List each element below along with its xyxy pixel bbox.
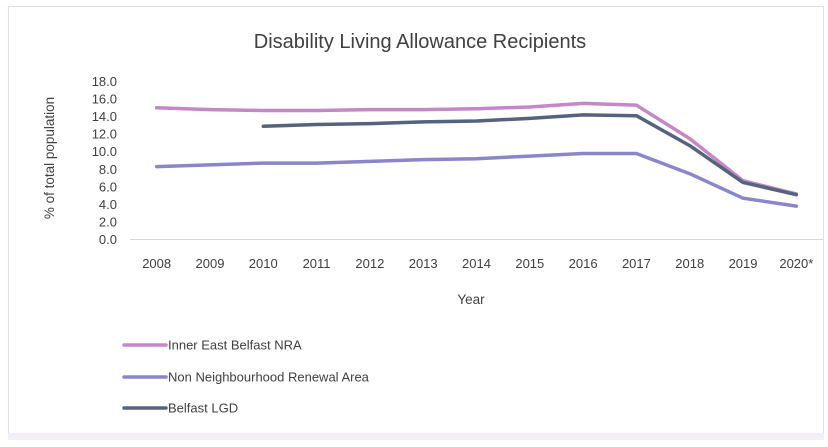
data-point — [261, 161, 265, 165]
data-point — [315, 108, 319, 112]
data-point — [315, 161, 319, 165]
data-point — [315, 123, 319, 127]
data-point — [261, 124, 265, 128]
y-tick-label: 4.0 — [99, 197, 117, 212]
data-point — [634, 103, 638, 107]
x-tick-label: 2019 — [729, 256, 758, 271]
y-tick-label: 18.0 — [92, 74, 117, 89]
x-tick-label: 2011 — [303, 256, 331, 271]
y-tick-label: 12.0 — [92, 127, 117, 142]
data-point — [741, 196, 745, 200]
chart-frame — [8, 6, 824, 440]
x-tick-label: 2009 — [196, 256, 225, 271]
data-point — [475, 157, 478, 161]
data-point — [155, 106, 159, 110]
legend-label: Non Neighbourhood Renewal Area — [168, 370, 370, 385]
data-point — [208, 108, 212, 112]
chart-title: Disability Living Allowance Recipients — [254, 31, 586, 53]
data-point — [634, 151, 638, 155]
data-point — [155, 165, 159, 169]
x-tick-label: 2014 — [462, 256, 491, 271]
data-point — [581, 113, 585, 117]
data-point — [528, 154, 532, 158]
data-point — [421, 158, 425, 162]
data-point — [688, 144, 692, 148]
x-tick-label: 2008 — [142, 256, 171, 271]
x-tick-label: 2010 — [249, 256, 278, 271]
x-tick-label: 2020* — [779, 256, 813, 271]
series-line-1 — [154, 151, 799, 208]
data-point — [688, 137, 692, 141]
x-tick-label: 2013 — [409, 256, 438, 271]
y-axis-ticks: 0.0 2.0 4.0 6.0 8.0 10.0 12.0 14.0 16.0 18.0 — [92, 74, 117, 247]
data-point — [475, 107, 478, 111]
data-point — [368, 159, 372, 163]
y-tick-label: 16.0 — [92, 92, 117, 107]
y-tick-label: 2.0 — [99, 214, 117, 229]
y-tick-label: 8.0 — [99, 162, 117, 177]
chart-frame-bottom-band — [8, 433, 824, 440]
data-point — [261, 108, 265, 112]
data-point — [421, 108, 425, 112]
data-point — [208, 163, 212, 167]
x-axis-title: Year — [457, 292, 485, 307]
legend-label: Inner East Belfast NRA — [168, 338, 302, 353]
data-point — [794, 204, 798, 208]
data-point — [368, 108, 372, 112]
y-axis-title: % of total population — [42, 97, 57, 219]
x-tick-label: 2012 — [355, 256, 384, 271]
y-tick-label: 0.0 — [99, 232, 117, 247]
y-tick-label: 6.0 — [99, 179, 117, 194]
data-point — [688, 172, 692, 176]
x-tick-label: 2016 — [569, 256, 598, 271]
data-point — [581, 151, 585, 155]
legend-label: Belfast LGD — [168, 401, 238, 416]
x-tick-label: 2017 — [622, 256, 651, 271]
x-axis-ticks: 2008 2009 2010 2011 2012 2013 2014 2015 2016 2017… — [142, 256, 813, 271]
data-point — [634, 114, 638, 118]
data-point — [741, 180, 745, 184]
data-point — [475, 119, 478, 123]
legend: Inner East Belfast NRA Non Neighbourhood … — [122, 338, 370, 416]
data-point — [528, 116, 532, 120]
series-lines — [154, 101, 799, 208]
data-point — [421, 120, 425, 124]
y-tick-label: 14.0 — [92, 109, 117, 124]
y-tick-label: 10.0 — [92, 144, 117, 159]
x-tick-label: 2015 — [515, 256, 544, 271]
data-point — [368, 122, 372, 126]
data-point — [581, 101, 585, 105]
data-point — [528, 105, 532, 109]
data-point — [794, 193, 798, 197]
x-tick-label: 2018 — [675, 256, 704, 271]
